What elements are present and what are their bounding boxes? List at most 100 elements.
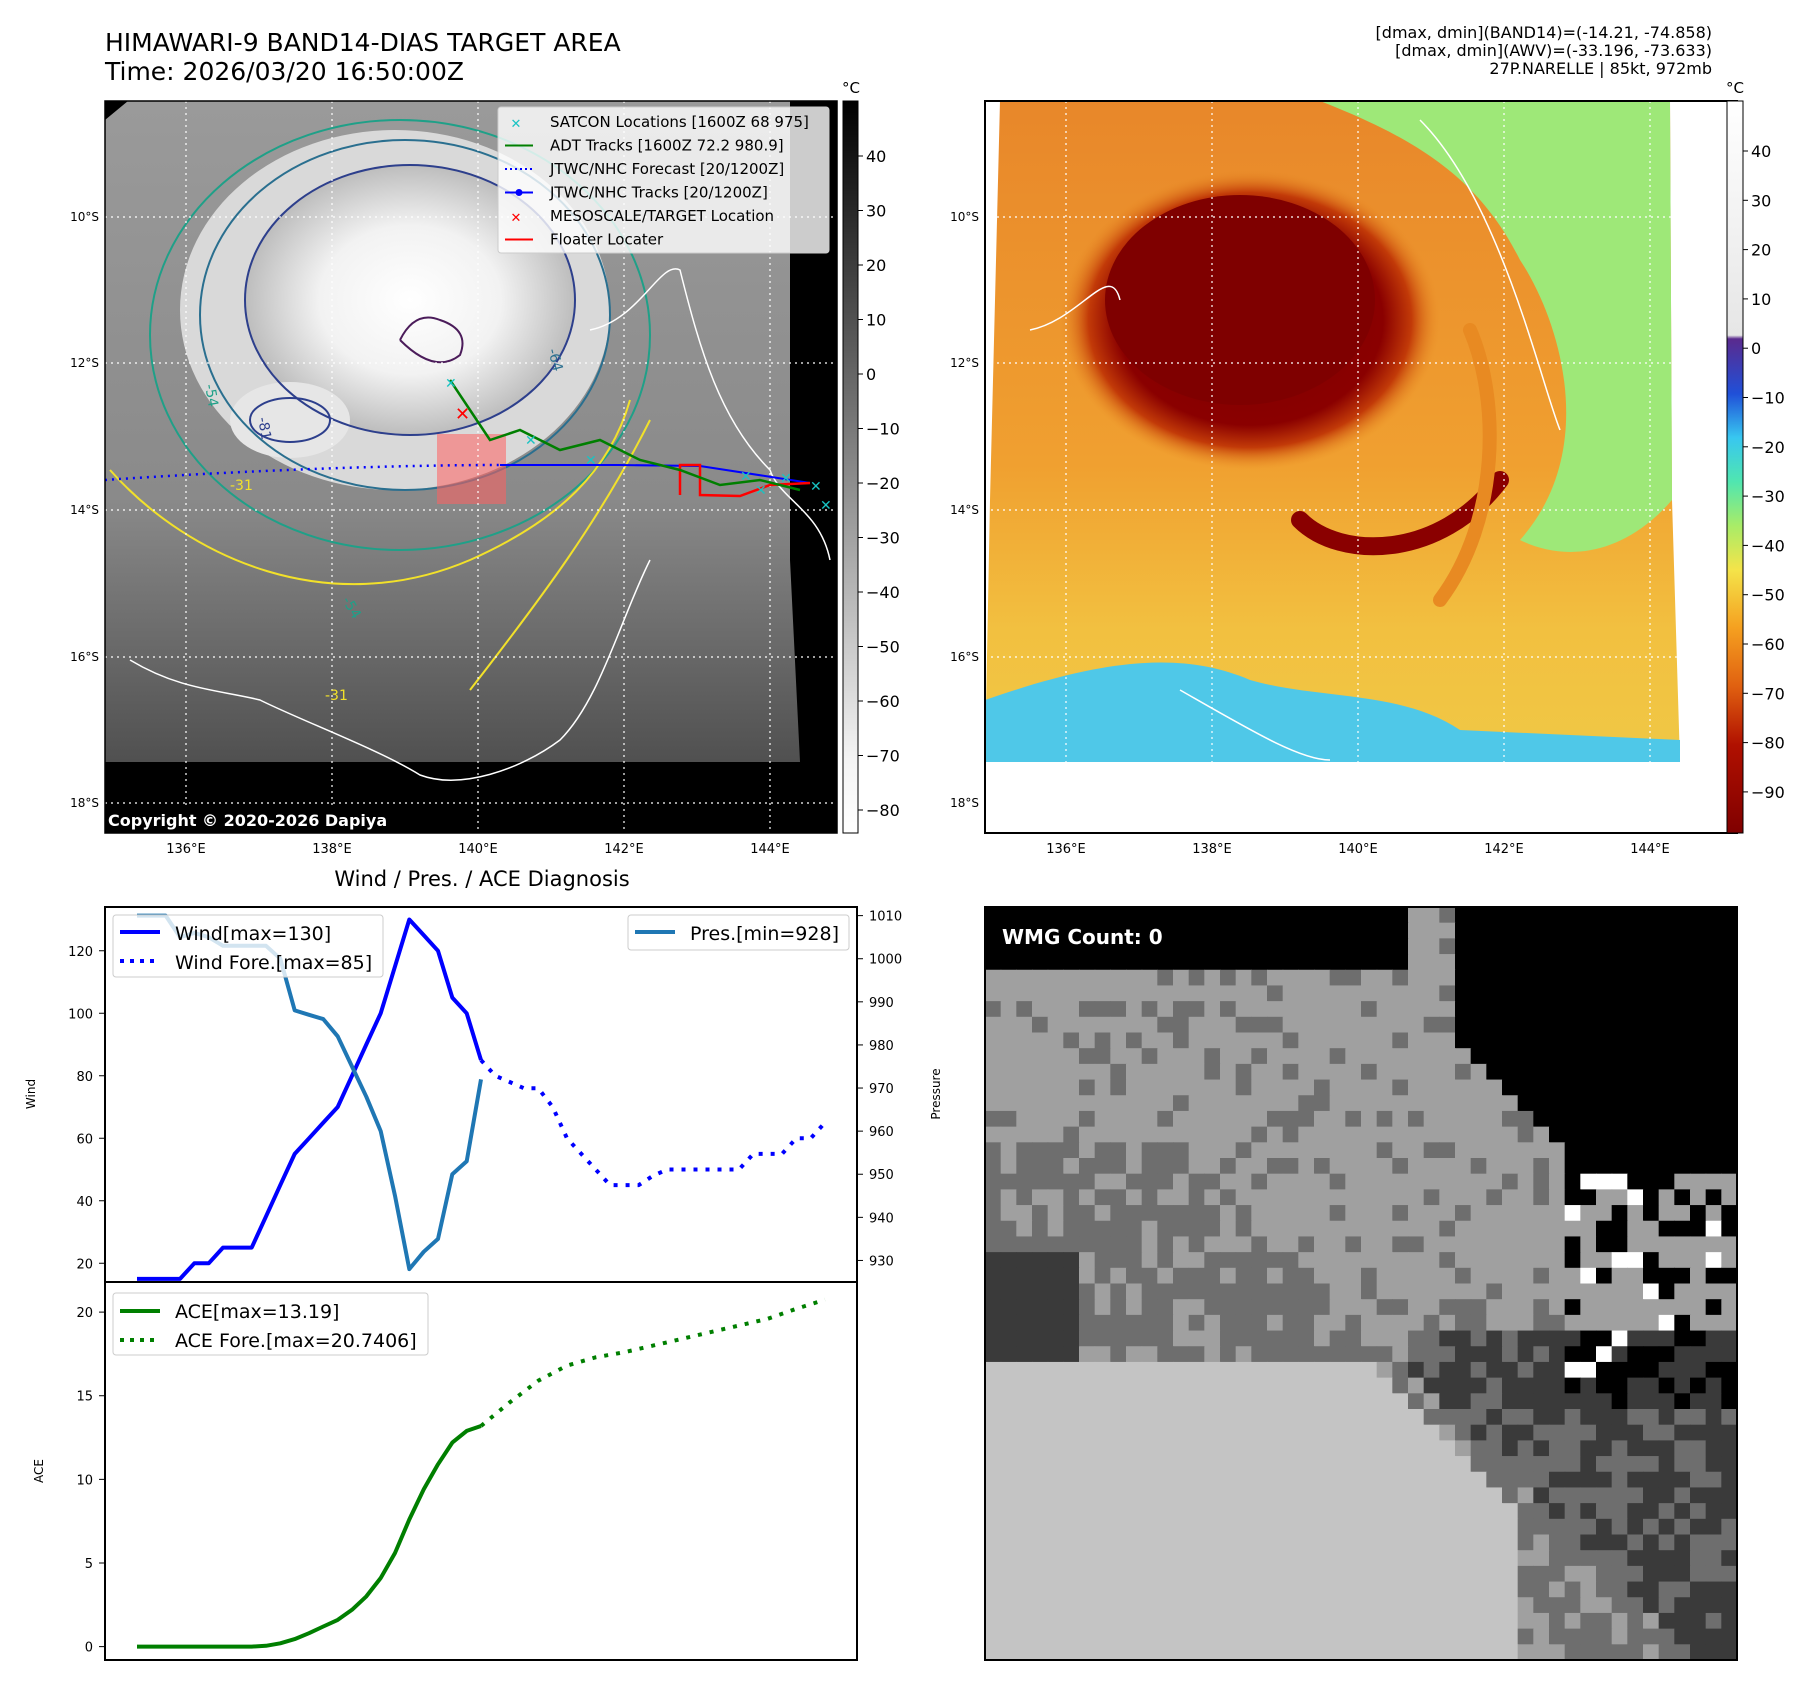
wmg-cell	[1502, 1518, 1519, 1536]
wmg-cell	[1094, 1393, 1111, 1410]
wmg-cell	[1564, 1142, 1581, 1159]
wmg-cell	[1235, 1189, 1252, 1206]
wmg-cell	[1658, 1314, 1675, 1332]
wmg-cell	[1627, 1346, 1644, 1363]
wmg-cell	[1643, 1503, 1660, 1520]
wmg-cell	[1251, 1393, 1268, 1410]
wmg-cell	[1423, 1126, 1440, 1143]
wmg-cell	[1423, 1142, 1440, 1159]
wmg-cell	[1032, 1001, 1049, 1018]
wmg-cell	[1580, 1518, 1597, 1536]
wmg-cell	[1564, 1534, 1581, 1551]
wmg-cell	[1329, 1110, 1346, 1128]
wmg-cell	[1220, 1361, 1237, 1379]
wmg-cell	[1376, 922, 1393, 939]
wmg-cell	[1517, 1063, 1534, 1081]
wmg-cell	[1329, 1267, 1346, 1285]
wmg-cell	[1643, 1048, 1660, 1065]
wmg-cell	[1235, 1095, 1252, 1112]
wmg-cell	[1345, 1409, 1362, 1426]
wmg-cell	[1533, 1456, 1550, 1473]
wmg-cell	[1580, 1644, 1597, 1661]
wmg-cell	[1141, 1110, 1158, 1128]
wmg-cell	[1345, 1487, 1362, 1504]
wmg-cell	[1345, 1314, 1362, 1332]
wmg-cell	[1627, 1409, 1644, 1426]
wmg-cell	[1721, 1565, 1738, 1583]
wmg-cell	[1486, 1377, 1503, 1394]
wmg-cell	[1627, 1597, 1644, 1614]
wmg-cell	[1282, 1534, 1299, 1551]
lon-tick-label: 144°E	[1630, 842, 1670, 857]
wmg-cell	[1564, 1267, 1581, 1285]
wmg-cell	[1094, 1220, 1111, 1238]
wmg-cell	[1423, 922, 1440, 939]
wmg-cell	[1094, 938, 1111, 955]
wmg-cell	[1674, 1346, 1691, 1363]
wmg-cell	[1643, 1612, 1660, 1630]
wmg-cell	[1549, 1189, 1566, 1206]
wmg-cell	[1032, 1628, 1049, 1645]
wmg-cell	[1361, 985, 1378, 1002]
wmg-cell	[1517, 1456, 1534, 1473]
wmg-cell	[1721, 1142, 1738, 1159]
wmg-cell	[1282, 969, 1299, 987]
wmg-cell	[1455, 1158, 1472, 1175]
wmg-cell	[1094, 1597, 1111, 1614]
wmg-cell	[1063, 1644, 1080, 1661]
wmg-cell	[1596, 1409, 1613, 1426]
wmg-cell	[1376, 1487, 1393, 1504]
wmg-cell	[1251, 1581, 1268, 1598]
wmg-cell	[1705, 907, 1722, 924]
wmg-cell	[1549, 1048, 1566, 1065]
wmg-cell	[1032, 1142, 1049, 1159]
wmg-cell	[1392, 1581, 1409, 1598]
wmg-cell	[1079, 922, 1096, 939]
y-tick-label: 0	[85, 1641, 93, 1656]
wmg-cell	[1408, 1456, 1425, 1473]
wmg-cell	[1705, 1189, 1722, 1206]
wmg-cell	[985, 1644, 1002, 1661]
wmg-cell	[1329, 1565, 1346, 1583]
wmg-cell	[1533, 1142, 1550, 1159]
wmg-cell	[985, 1189, 1002, 1206]
wmg-cell	[1705, 1346, 1722, 1363]
wmg-cell	[1282, 1471, 1299, 1489]
wmg-cell	[1314, 1644, 1331, 1661]
wmg-cell	[1329, 1518, 1346, 1536]
wmg-cell	[1329, 1299, 1346, 1316]
wmg-cell	[1235, 922, 1252, 939]
wmg-cell	[1016, 1487, 1033, 1504]
wmg-cell	[1705, 1550, 1722, 1567]
wmg-cell	[1094, 1424, 1111, 1441]
wmg-cell	[1094, 1314, 1111, 1332]
wmg-cell	[1314, 1330, 1331, 1347]
wmg-cell	[1188, 1299, 1205, 1316]
wmg-cell	[1345, 1550, 1362, 1567]
wmg-cell	[1016, 922, 1033, 939]
wmg-cell	[1721, 1409, 1738, 1426]
wmg-cell	[1079, 1220, 1096, 1238]
wmg-cell	[1267, 1314, 1284, 1332]
wmg-cell	[1157, 1361, 1174, 1379]
wmg-cell	[1220, 1220, 1237, 1238]
wmg-cell	[1267, 969, 1284, 987]
wmg-cell	[1267, 1550, 1284, 1567]
wmg-cell	[1502, 1330, 1519, 1347]
wmg-cell	[1439, 938, 1456, 955]
wmg-cell	[1596, 922, 1613, 939]
wmg-cell	[1627, 938, 1644, 955]
wmg-cell	[1392, 1220, 1409, 1238]
wmg-cell	[1298, 1440, 1315, 1457]
lon-tick-label: 144°E	[750, 842, 790, 857]
wmg-cell	[1157, 954, 1174, 971]
wmg-cell	[1627, 1581, 1644, 1598]
wmg-cell	[1345, 1377, 1362, 1394]
wmg-cell	[1235, 1377, 1252, 1394]
wmg-cell	[1220, 1628, 1237, 1645]
wmg-cell	[1298, 1001, 1315, 1018]
wmg-cell	[1470, 1079, 1487, 1096]
wmg-cell	[1032, 1299, 1049, 1316]
wmg-cell	[1314, 1220, 1331, 1238]
wmg-cell	[1251, 1518, 1268, 1536]
